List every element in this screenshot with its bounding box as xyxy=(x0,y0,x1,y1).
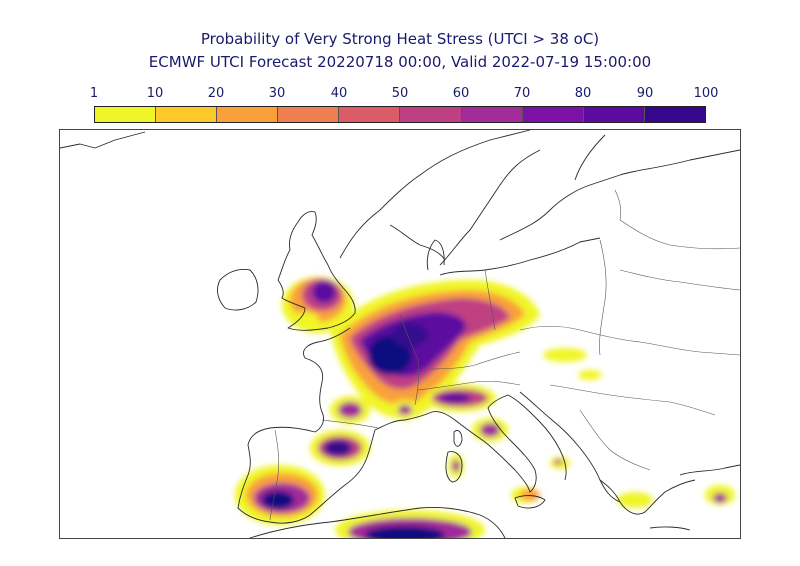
map-canvas xyxy=(60,130,740,538)
coast-turkey xyxy=(679,464,740,476)
colorbar-tick: 1 xyxy=(89,86,99,101)
colorbar-tick: 70 xyxy=(513,86,531,101)
colorbar-segment xyxy=(461,107,523,122)
coast-sweden xyxy=(439,149,541,266)
colorbar xyxy=(94,106,706,123)
coast-denmark xyxy=(426,239,445,271)
border-spain-portugal xyxy=(269,429,280,521)
coast-north-africa xyxy=(249,507,506,538)
coast-sardinia xyxy=(445,451,463,483)
coast-corsica xyxy=(453,429,463,447)
coast-france-south xyxy=(374,411,433,431)
colorbar-segment xyxy=(583,107,645,122)
colorbar-segment xyxy=(522,107,584,122)
colorbar-tick: 20 xyxy=(207,86,225,101)
heat-area-central-spain xyxy=(310,430,370,466)
coast-crete xyxy=(649,526,691,531)
coast-baltic-south xyxy=(439,237,601,276)
coastlines xyxy=(60,130,740,538)
coast-scandinavia xyxy=(339,130,531,259)
coast-iberia xyxy=(237,426,376,524)
coast-greece xyxy=(599,479,696,515)
colorbar-tick: 40 xyxy=(330,86,348,101)
heat-area-central-italy xyxy=(472,418,508,442)
border-balkans-inner xyxy=(579,409,651,471)
colorbar-segment xyxy=(339,107,401,122)
border-baltics xyxy=(614,189,622,221)
border-balkans xyxy=(549,384,716,416)
colorbar-segment xyxy=(156,107,218,122)
border-ukraine xyxy=(619,269,740,291)
coast-italy-adriatic xyxy=(507,394,567,481)
heat-area-eastern-europe xyxy=(543,348,602,380)
colorbar-tick: 60 xyxy=(452,86,470,101)
coast-italy xyxy=(431,394,537,493)
colorbar-tick: 50 xyxy=(391,86,409,101)
border-germany-south xyxy=(414,351,521,371)
map-title: Probability of Very Strong Heat Stress (… xyxy=(200,30,600,48)
country-borders xyxy=(269,189,740,521)
colorbar-segment xyxy=(644,107,705,122)
colorbar-tick: 80 xyxy=(574,86,592,101)
coast-sicily xyxy=(514,495,546,509)
border-france-germany xyxy=(399,314,420,406)
coast-finland xyxy=(574,134,606,181)
heat-area-north-africa xyxy=(335,510,485,538)
coast-iceland xyxy=(60,131,146,149)
heat-area-balkans xyxy=(511,457,735,508)
heat-area-sardinia xyxy=(448,454,464,478)
heat-stress-field xyxy=(235,277,735,538)
heat-area-south-spain xyxy=(235,465,325,525)
colorbar-segment xyxy=(400,107,462,122)
border-belarus xyxy=(619,219,740,250)
heat-area-france-germany xyxy=(330,280,540,419)
map-subtitle: ECMWF UTCI Forecast 20220718 00:00, Vali… xyxy=(148,53,652,71)
colorbar-tick: 100 xyxy=(693,86,719,101)
colorbar-tick: 30 xyxy=(268,86,286,101)
coast-great-britain xyxy=(277,211,356,331)
border-alps xyxy=(417,380,521,391)
coast-france-west xyxy=(303,327,351,433)
border-germany-poland xyxy=(484,269,496,331)
coast-ireland xyxy=(217,269,259,311)
heat-area-sicily xyxy=(520,489,540,501)
border-pyrenees xyxy=(321,419,379,429)
coast-norway-south xyxy=(389,224,446,261)
colorbar-segment xyxy=(217,107,279,122)
coast-baltic xyxy=(499,149,740,241)
colorbar-tick: 90 xyxy=(636,86,654,101)
colorbar-tick: 10 xyxy=(146,86,164,101)
europe-map xyxy=(59,129,741,539)
heat-area-sw-france xyxy=(330,396,419,424)
border-poland-east xyxy=(599,239,607,356)
coast-balkans xyxy=(519,391,621,503)
colorbar-segment xyxy=(95,107,157,122)
colorbar-segment xyxy=(278,107,340,122)
border-eastern-europe xyxy=(519,325,740,356)
heat-area-po-valley xyxy=(424,384,496,412)
